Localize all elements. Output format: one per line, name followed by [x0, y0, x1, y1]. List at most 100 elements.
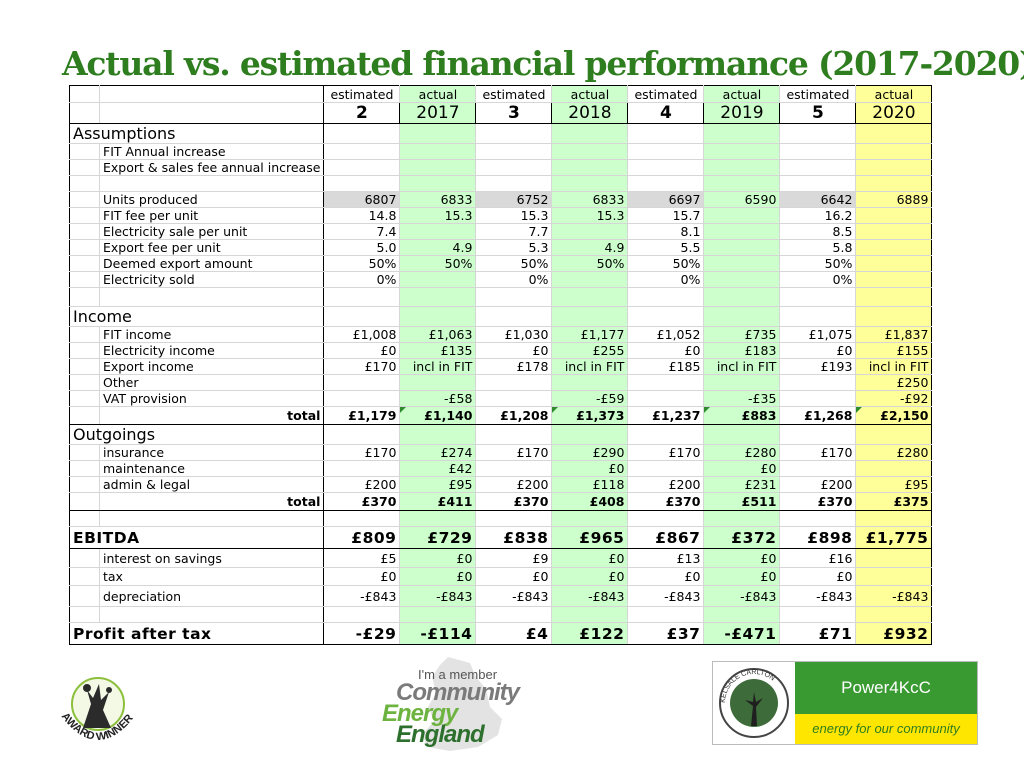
value-cell: £231	[703, 476, 781, 493]
row-label	[99, 102, 325, 124]
value-cell: 6807	[323, 191, 401, 208]
table-row: Electricity income £0 £135 £0 £255 £0 £183 £0 £1…	[69, 342, 933, 359]
value-cell: £0	[627, 567, 705, 586]
table-row: insurance £170 £274 £170 £290 £170 £280 £170 £28…	[69, 444, 933, 461]
value-cell	[399, 287, 477, 307]
value-cell: £4	[475, 622, 553, 645]
community-energy-england-logo: I'm a member Community Energy England	[378, 655, 520, 755]
value-cell	[475, 460, 553, 477]
value-cell: £370	[475, 492, 553, 511]
value-cell: -£92	[855, 390, 933, 407]
value-cell	[399, 606, 477, 623]
value-cell: £178	[475, 358, 553, 375]
value-cell: actual	[703, 85, 781, 103]
value-cell	[323, 287, 401, 307]
value-cell	[475, 606, 553, 623]
value-cell: £1,075	[779, 326, 857, 343]
value-cell: £372	[703, 526, 781, 549]
value-cell: -£29	[323, 622, 401, 645]
value-cell: £1,177	[551, 326, 629, 343]
profit-row: Profit after tax -£29 -£114 £4 £122 £37 -£471 £…	[68, 622, 933, 645]
value-cell	[855, 287, 933, 307]
value-cell: -£843	[399, 585, 477, 607]
value-cell: 4.9	[399, 239, 477, 256]
value-cell	[855, 271, 933, 288]
value-cell	[323, 143, 401, 160]
outgoings-total-row: total £370 £411 £370 £408 £370 £511 £370 £375	[69, 492, 933, 511]
value-cell: £280	[855, 444, 933, 461]
value-cell: 6833	[399, 191, 477, 208]
row-label	[99, 175, 325, 192]
row-spacer-cell	[69, 406, 100, 425]
value-cell: £883	[703, 406, 781, 425]
value-cell: £37	[627, 622, 705, 645]
value-cell: £0	[551, 460, 629, 477]
value-cell	[551, 271, 629, 288]
value-cell	[475, 175, 553, 192]
value-cell	[399, 271, 477, 288]
value-cell	[779, 460, 857, 477]
value-cell: 15.3	[399, 207, 477, 224]
value-cell	[323, 374, 401, 391]
row-label: Electricity income	[99, 342, 325, 359]
value-cell: £95	[399, 476, 477, 493]
spacer-row	[69, 287, 933, 307]
value-cell: £809	[323, 526, 401, 549]
row-label: EBITDA	[68, 526, 325, 549]
value-cell: £0	[551, 567, 629, 586]
value-cell: actual	[855, 85, 933, 103]
value-cell	[779, 390, 857, 407]
value-cell: £1,268	[779, 406, 857, 425]
value-cell: 5.0	[323, 239, 401, 256]
row-spacer-cell	[69, 255, 100, 272]
value-cell	[399, 424, 477, 445]
row-label: Export fee per unit	[99, 239, 325, 256]
value-cell	[551, 306, 629, 327]
row-label: FIT Annual increase	[99, 143, 325, 160]
row-spacer-cell	[69, 460, 100, 477]
section-heading: Income	[68, 306, 325, 327]
value-cell: £838	[475, 526, 553, 549]
value-cell: £0	[551, 548, 629, 568]
value-cell	[855, 255, 933, 272]
value-cell: £42	[399, 460, 477, 477]
value-cell: £1,837	[855, 326, 933, 343]
value-cell: £255	[551, 342, 629, 359]
power4kcc-banner: Power4KcC energy for our community	[795, 662, 977, 744]
value-cell: £1,063	[399, 326, 477, 343]
value-cell: £370	[627, 492, 705, 511]
value-cell: £183	[703, 342, 781, 359]
row-label: Deemed export amount	[99, 255, 325, 272]
value-cell: 6833	[551, 191, 629, 208]
value-cell: 0%	[627, 271, 705, 288]
table-row: Electricity sold 0% 0% 0% 0%	[69, 271, 933, 288]
cee-energy-text: Energy	[382, 700, 458, 727]
value-cell	[703, 271, 781, 288]
value-cell	[855, 567, 933, 586]
england-map-icon	[422, 657, 502, 751]
spacer-row	[69, 175, 933, 192]
value-cell: 6697	[627, 191, 705, 208]
value-cell: £170	[627, 444, 705, 461]
value-cell: -£35	[703, 390, 781, 407]
income-total-row: total £1,179 £1,140 £1,208 £1,373 £1,237 £883 £…	[69, 406, 933, 425]
value-cell: 5.3	[475, 239, 553, 256]
value-cell	[703, 606, 781, 623]
value-cell	[855, 175, 933, 192]
value-cell: 2017	[399, 102, 477, 124]
table-body: estimated actual estimated actual estimated a…	[68, 85, 933, 645]
value-cell	[855, 159, 933, 176]
section-heading: Outgoings	[68, 424, 325, 445]
value-cell: 15.3	[551, 207, 629, 224]
value-cell	[323, 460, 401, 477]
value-cell	[399, 374, 477, 391]
value-cell: 5.8	[779, 239, 857, 256]
value-cell	[475, 424, 553, 445]
value-cell	[779, 287, 857, 307]
value-cell: £274	[399, 444, 477, 461]
value-cell	[627, 175, 705, 192]
value-cell: 0%	[323, 271, 401, 288]
value-cell: -£843	[323, 585, 401, 607]
value-cell: £95	[855, 476, 933, 493]
row-label: interest on savings	[99, 548, 325, 568]
